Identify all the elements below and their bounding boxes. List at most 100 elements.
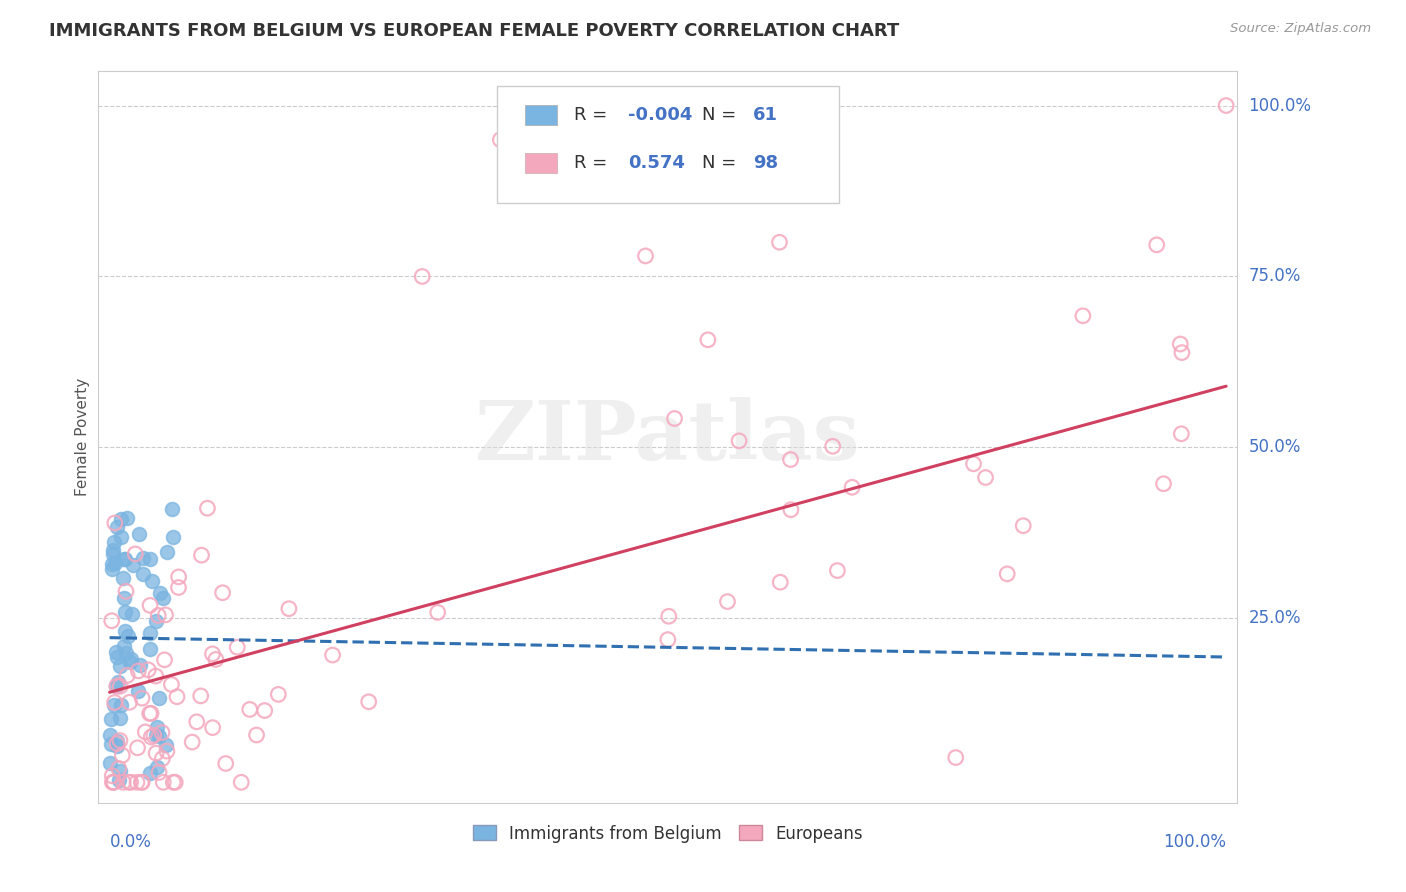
Point (105, 734, 128, 748)
Point (101, 543, 124, 558)
Point (1153, 476, 1175, 491)
Point (277, 601, 299, 615)
Point (974, 470, 997, 484)
Point (153, 653, 176, 667)
Point (716, 594, 738, 608)
Text: 25.0%: 25.0% (1249, 609, 1301, 627)
Point (127, 684, 149, 698)
Point (253, 704, 276, 718)
Point (118, 695, 141, 709)
Point (211, 585, 233, 599)
Point (145, 728, 167, 742)
Point (155, 607, 177, 622)
Point (156, 545, 179, 559)
Point (165, 775, 187, 789)
Point (146, 760, 169, 774)
Text: R =: R = (575, 153, 613, 172)
Point (150, 725, 173, 739)
Point (239, 702, 262, 716)
Point (100, 737, 122, 751)
Point (145, 746, 167, 760)
Point (148, 691, 170, 706)
Point (728, 434, 751, 448)
Text: N =: N = (702, 153, 742, 172)
Point (145, 614, 167, 628)
Point (115, 668, 138, 682)
Text: -0.004: -0.004 (628, 106, 692, 124)
Point (426, 606, 449, 620)
Point (149, 586, 172, 600)
Point (105, 645, 128, 659)
Text: R =: R = (575, 106, 613, 124)
Point (167, 581, 190, 595)
Point (132, 567, 155, 582)
Point (108, 764, 131, 778)
Point (115, 584, 138, 599)
Point (166, 690, 188, 704)
Bar (526, 153, 557, 173)
Point (1168, 337, 1191, 351)
Point (827, 564, 849, 578)
Point (489, 133, 512, 147)
Point (110, 698, 132, 712)
Point (148, 765, 170, 780)
Bar (526, 105, 557, 126)
Point (104, 516, 127, 530)
Point (1071, 309, 1094, 323)
Point (664, 411, 686, 425)
Point (112, 775, 135, 789)
Point (111, 748, 134, 763)
FancyBboxPatch shape (498, 86, 839, 203)
Point (841, 480, 863, 494)
Text: 75.0%: 75.0% (1249, 268, 1301, 285)
Point (101, 562, 124, 576)
Point (162, 775, 184, 789)
Point (104, 556, 127, 570)
Point (696, 333, 718, 347)
Text: Source: ZipAtlas.com: Source: ZipAtlas.com (1230, 22, 1371, 36)
Point (156, 744, 179, 758)
Point (141, 730, 163, 744)
Point (127, 664, 149, 678)
Point (155, 738, 177, 752)
Point (136, 663, 159, 677)
Point (110, 530, 132, 544)
Text: 0.0%: 0.0% (110, 833, 152, 851)
Point (103, 775, 125, 789)
Point (357, 695, 380, 709)
Text: 100.0%: 100.0% (1249, 96, 1312, 114)
Point (411, 269, 433, 284)
Point (105, 649, 128, 664)
Point (139, 706, 162, 721)
Point (101, 775, 124, 789)
Point (120, 775, 142, 789)
Point (103, 548, 125, 562)
Point (108, 733, 131, 747)
Text: 100.0%: 100.0% (1163, 833, 1226, 851)
Point (114, 605, 136, 619)
Point (110, 711, 132, 725)
Point (121, 607, 143, 622)
Point (100, 713, 122, 727)
Point (1215, 98, 1237, 112)
Point (1171, 345, 1194, 359)
Point (110, 659, 132, 673)
Point (780, 502, 803, 516)
Point (112, 591, 135, 605)
Point (267, 687, 290, 701)
Point (132, 550, 155, 565)
Point (148, 608, 170, 623)
Legend: Immigrants from Belgium, Europeans: Immigrants from Belgium, Europeans (465, 818, 870, 849)
Point (146, 720, 169, 734)
Point (114, 552, 136, 566)
Point (105, 679, 128, 693)
Point (108, 679, 131, 693)
Point (150, 752, 173, 766)
Point (98, 756, 121, 770)
Point (145, 669, 167, 683)
Point (101, 769, 124, 783)
Point (131, 691, 153, 706)
Point (138, 626, 160, 640)
Point (128, 526, 150, 541)
Point (115, 511, 138, 525)
